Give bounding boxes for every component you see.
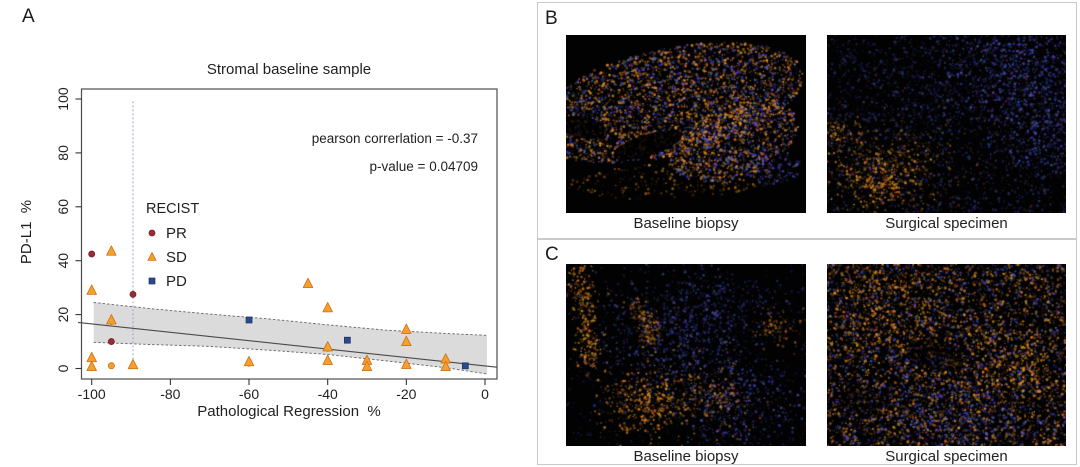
triangle-marker bbox=[147, 252, 157, 261]
confidence-band-edge bbox=[93, 341, 488, 375]
micrograph-b-surgical-specimen bbox=[827, 35, 1066, 213]
triangle-marker bbox=[127, 358, 139, 370]
caption-b-baseline-biopsy: Baseline biopsy bbox=[633, 215, 739, 232]
pearson-annotation: pearson correrlation = -0.37 bbox=[312, 131, 478, 146]
triangle-marker bbox=[86, 360, 97, 372]
y-tick-label: 80 bbox=[55, 145, 71, 161]
micrograph-b-baseline-biopsy bbox=[566, 35, 806, 213]
x-tick-label: -80 bbox=[160, 386, 180, 402]
plot-frame bbox=[80, 88, 498, 380]
x-tick-label: -40 bbox=[318, 386, 338, 402]
micrograph-c-surgical-specimen bbox=[827, 264, 1066, 446]
scatter-plot: -100 -80 -60 -40 -20 0 0 20 40 60 80 100 Stromal bas… bbox=[18, 61, 498, 420]
y-tick-label: 40 bbox=[55, 253, 71, 269]
y-tick-label: 100 bbox=[55, 87, 71, 111]
x-tick-label: -20 bbox=[396, 386, 416, 402]
caption-c-surgical-specimen: Surgical specimen bbox=[885, 448, 1008, 465]
caption-b-surgical-specimen: Surgical specimen bbox=[885, 215, 1008, 232]
square-marker bbox=[461, 362, 469, 370]
legend-title: RECIST bbox=[146, 201, 199, 217]
triangle-marker bbox=[106, 245, 117, 256]
chart-title: Stromal baseline sample bbox=[207, 61, 371, 78]
confidence-band bbox=[93, 302, 487, 374]
pvalue-annotation: p-value = 0.04709 bbox=[370, 159, 478, 174]
x-tick-label: 0 bbox=[481, 386, 489, 402]
triangle-marker bbox=[401, 335, 412, 346]
legend-entry-label: PD bbox=[166, 273, 187, 290]
circle-marker bbox=[129, 290, 137, 298]
triangle-marker bbox=[243, 355, 255, 367]
legend-entry-label: PR bbox=[166, 225, 187, 242]
circle-marker bbox=[148, 229, 156, 237]
triangle-marker bbox=[86, 351, 97, 363]
micrograph-c-baseline-biopsy bbox=[566, 264, 806, 446]
square-marker bbox=[245, 316, 253, 324]
triangle-marker bbox=[322, 354, 333, 365]
x-tick-label: -60 bbox=[239, 386, 259, 402]
triangle-marker bbox=[322, 302, 333, 313]
triangle-marker bbox=[440, 360, 451, 372]
caption-c-baseline-biopsy: Baseline biopsy bbox=[633, 448, 739, 465]
triangle-marker bbox=[322, 341, 333, 352]
panel-a-label: A bbox=[22, 6, 35, 27]
y-tick-label: 20 bbox=[55, 307, 71, 323]
triangle-marker bbox=[401, 358, 412, 369]
x-axis-label: Pathological Regression % bbox=[197, 403, 380, 420]
y-tick-label: 60 bbox=[55, 199, 71, 215]
y-axis-label: PD-L1 % bbox=[18, 200, 35, 264]
triangle-marker bbox=[106, 314, 117, 325]
square-marker bbox=[148, 277, 156, 285]
circle-marker bbox=[88, 250, 96, 258]
circle-marker bbox=[107, 362, 115, 370]
triangle-marker bbox=[401, 323, 412, 334]
triangle-marker bbox=[302, 277, 314, 289]
confidence-band-edge bbox=[93, 302, 487, 336]
square-marker bbox=[343, 336, 351, 344]
panel-c-label: C bbox=[545, 244, 559, 265]
triangle-marker bbox=[86, 284, 97, 295]
y-tick-label: 0 bbox=[55, 364, 71, 372]
panel-b-label: B bbox=[545, 8, 558, 29]
legend-entry-label: SD bbox=[166, 249, 187, 266]
triangle-marker bbox=[361, 360, 373, 372]
circle-marker bbox=[107, 338, 115, 345]
x-tick-label: -100 bbox=[78, 386, 106, 402]
regression-line bbox=[77, 321, 497, 368]
